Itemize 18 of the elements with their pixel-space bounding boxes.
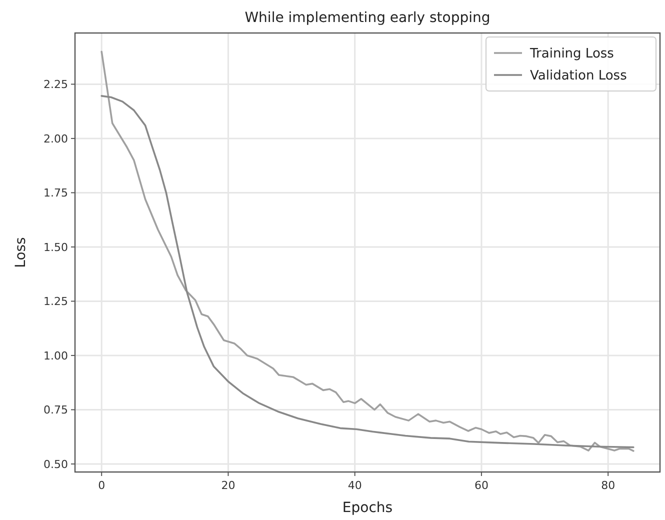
- chart-title: While implementing early stopping: [244, 10, 490, 26]
- y-tick-label: 1.00: [44, 349, 68, 362]
- legend-label: Training Loss: [529, 46, 614, 62]
- x-tick-label: 40: [348, 479, 362, 492]
- y-tick-label: 2.25: [44, 78, 68, 92]
- y-tick-label: 1.50: [44, 240, 68, 254]
- x-tick-label: 80: [601, 479, 616, 492]
- y-tick-label: 0.75: [44, 404, 68, 417]
- y-axis-title: Loss: [13, 237, 29, 268]
- y-tick-label: 1.75: [44, 186, 68, 200]
- legend-label: Validation Loss: [530, 68, 628, 84]
- y-tick-label: 2.00: [44, 132, 68, 146]
- y-tick-label: 0.50: [44, 458, 68, 471]
- x-axis-title: Epochs: [342, 500, 393, 516]
- x-tick-label: 0: [98, 479, 106, 492]
- x-tick-label: 60: [474, 479, 488, 492]
- x-tick-label: 20: [221, 479, 236, 492]
- y-tick-label: 1.25: [44, 295, 68, 308]
